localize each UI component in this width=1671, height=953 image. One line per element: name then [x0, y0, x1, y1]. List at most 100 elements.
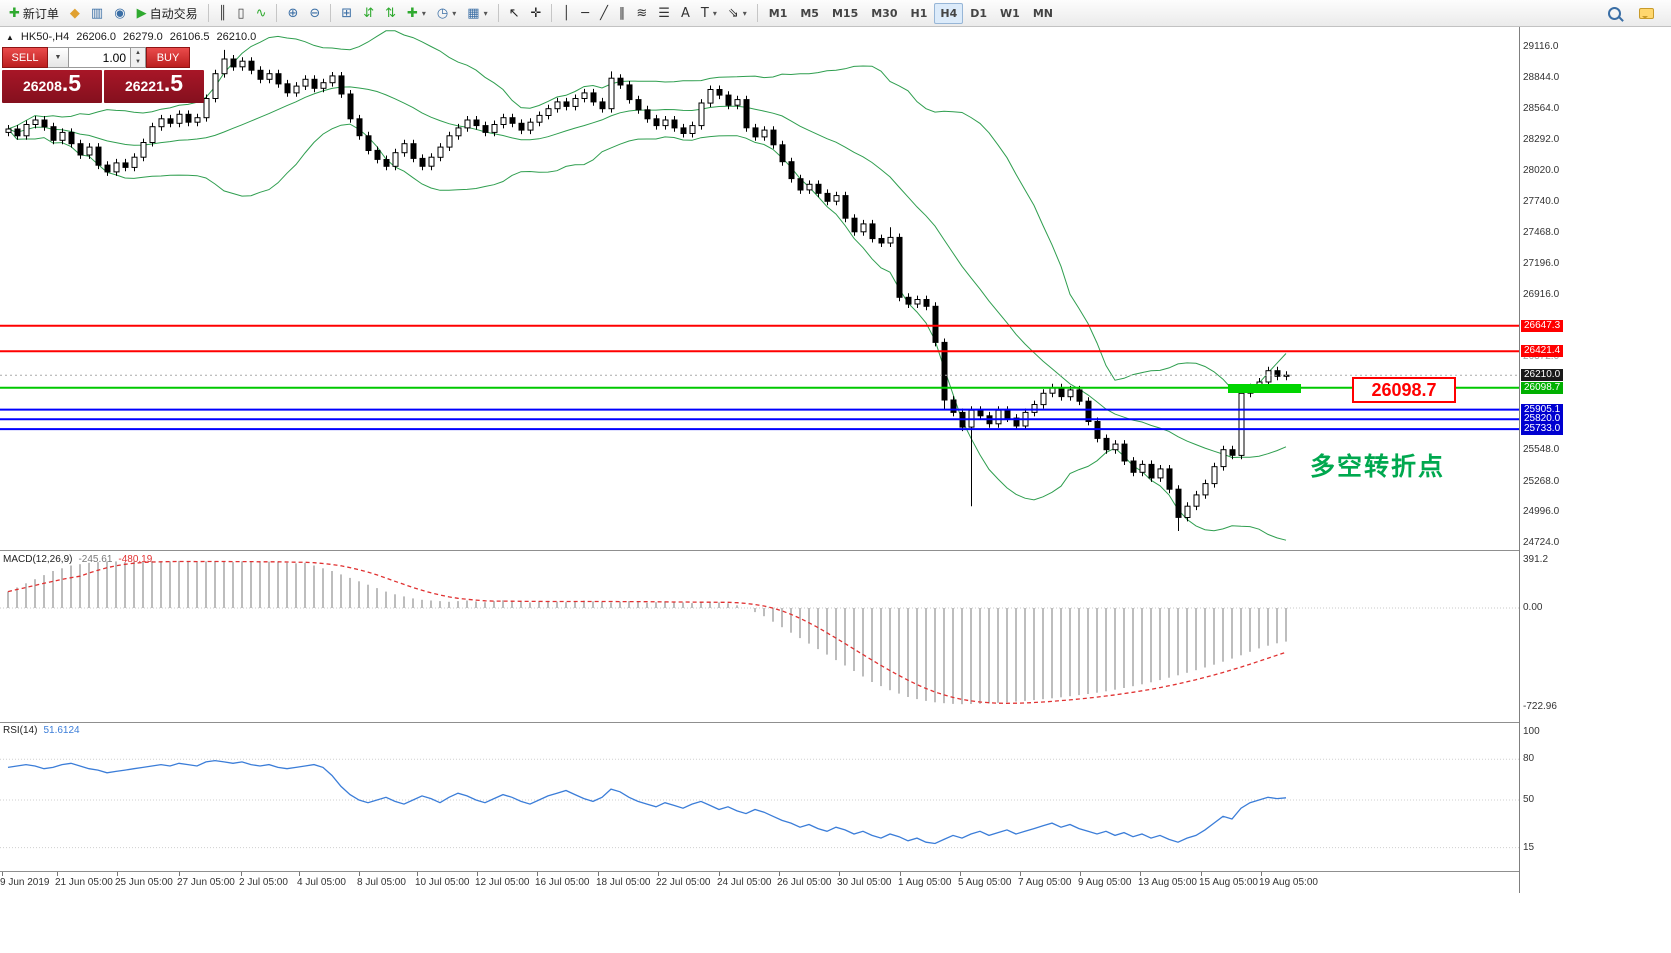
zoom-out-button[interactable]: ⊖ — [304, 3, 325, 24]
tf-h4-button[interactable]: H4 — [934, 2, 964, 24]
toolbar: ✚ 新订单 ◆ ▥ ◉ ▶ 自动交易 ║ ▯ ∿ ⊕ ⊖ ⊞ ⇵ ⇅ ✚ ▾ ◷ ▾ ▦ ▾ ↖ ✛ │ ─ ╱ ∥ ≋ ☰ A T ▾ ⇘ ▾ M… — [0, 0, 1671, 27]
chevron-down-icon: ▾ — [421, 8, 426, 18]
volume-up-button[interactable]: ▲ — [131, 48, 145, 58]
search-button[interactable] — [1603, 3, 1626, 24]
tf-m30-button[interactable]: M30 — [865, 3, 903, 24]
time-axis-label: 24 Jul 05:00 — [717, 877, 772, 888]
toolbar-group-cursor: ↖ ✛ — [504, 3, 547, 24]
time-tick — [299, 872, 300, 876]
market-depth-button[interactable]: ▥ — [86, 3, 108, 24]
buy-price-frac: .5 — [163, 70, 184, 96]
time-axis-label: 21 Jun 05:00 — [55, 877, 113, 888]
price-chart-canvas[interactable] — [0, 0, 1519, 953]
volume-input[interactable] — [69, 47, 131, 68]
text-label-button[interactable]: T ▾ — [696, 3, 722, 24]
indicators-button[interactable]: ✚ ▾ — [402, 3, 431, 24]
history-button[interactable]: ◆ — [65, 3, 85, 24]
buy-button[interactable]: BUY — [146, 47, 190, 68]
axis-label: 15 — [1523, 842, 1535, 853]
time-axis-label: 19 Aug 05:00 — [1259, 877, 1318, 888]
horizontal-line-button[interactable]: ─ — [576, 3, 594, 24]
templates-button[interactable]: ▦ ▾ — [462, 3, 492, 24]
sell-button[interactable]: SELL — [2, 47, 48, 68]
tf-w1-button[interactable]: W1 — [994, 3, 1026, 24]
toolbar-separator — [497, 4, 499, 22]
ohlc-close: 26210.0 — [216, 31, 257, 43]
toolbar-group-timeframes: M1 M5 M15 M30 H1 H4 D1 W1 MN — [763, 2, 1059, 24]
time-axis-label: 9 Aug 05:00 — [1078, 877, 1132, 888]
buy-price-display[interactable]: 26221.5 — [104, 70, 204, 103]
time-axis-label: 26 Jul 05:00 — [777, 877, 832, 888]
tile-windows-button[interactable]: ⊞ — [336, 3, 357, 24]
channel-button[interactable]: ∥ — [614, 3, 631, 24]
community-button[interactable]: ◉ — [109, 3, 130, 24]
time-tick — [719, 872, 720, 876]
time-tick — [2, 872, 3, 876]
toolbar-group-trade: ✚ 新订单 ◆ ▥ ◉ ▶ 自动交易 — [4, 3, 203, 24]
time-axis-label: 22 Jul 05:00 — [656, 877, 711, 888]
chevron-down-icon: ▾ — [742, 8, 747, 18]
time-axis-label: 10 Jul 05:00 — [415, 877, 470, 888]
axis-label: 25268.0 — [1523, 476, 1560, 487]
bollinger-middle-line — [7, 86, 1287, 459]
highlight-segment[interactable] — [1228, 384, 1301, 393]
tf-mn-button[interactable]: MN — [1027, 3, 1059, 24]
axis-label: -722.96 — [1523, 701, 1557, 712]
time-tick — [1080, 872, 1081, 876]
periods-icon: ◷ — [436, 5, 449, 21]
axis-label: 28292.0 — [1523, 134, 1560, 145]
sell-price-display[interactable]: 26208.5 — [2, 70, 102, 103]
time-tick — [537, 872, 538, 876]
autotrading-icon: ▶ — [136, 5, 147, 21]
tf-h1-button[interactable]: H1 — [905, 3, 934, 24]
axis-label: 391.2 — [1523, 554, 1549, 565]
toolbar-group-zoom: ⊕ ⊖ — [282, 3, 325, 24]
rsi-name: RSI(14) — [3, 725, 38, 736]
tf-d1-button[interactable]: D1 — [964, 3, 993, 24]
time-axis[interactable]: 9 Jun 2019 21 Jun 05:00 25 Jun 05:00 27 Jun… — [0, 872, 1519, 893]
turning-point-annotation[interactable]: 多空转折点 — [1310, 452, 1446, 481]
time-tick — [57, 872, 58, 876]
crosshair-button[interactable]: ✛ — [526, 3, 547, 24]
price-axis[interactable]: 29116.0 28844.0 28564.0 28292.0 28020.0 27740… — [1519, 27, 1671, 893]
arrows-button[interactable]: ⇘ ▾ — [723, 3, 752, 24]
line-chart-button[interactable]: ∿ — [251, 3, 272, 24]
time-tick — [779, 872, 780, 876]
time-axis-label: 5 Aug 05:00 — [958, 877, 1012, 888]
bar-chart-button[interactable]: ║ — [214, 3, 232, 24]
chat-button[interactable] — [1634, 3, 1659, 24]
zoom-in-button[interactable]: ⊕ — [282, 3, 303, 24]
time-tick — [839, 872, 840, 876]
shapes-button[interactable]: ☰ — [653, 3, 675, 24]
tf-m5-button-label: M5 — [800, 6, 819, 20]
scroll-to-end-button[interactable]: ⇵ — [358, 3, 379, 24]
tf-m5-button[interactable]: M5 — [794, 3, 825, 24]
trendline-button[interactable]: ╱ — [595, 3, 613, 24]
tf-m1-button-label: M1 — [768, 6, 788, 20]
ohlc-low: 26106.5 — [169, 31, 210, 43]
axis-label: 28844.0 — [1523, 72, 1560, 83]
order-type-dropdown[interactable]: ▼ — [48, 47, 69, 68]
chat-icon — [1639, 7, 1654, 19]
price-tag-annotation[interactable]: 26098.7 — [1352, 377, 1456, 403]
text-button[interactable]: A — [676, 3, 695, 24]
tf-h4-button-label: H4 — [940, 6, 958, 20]
volume-down-button[interactable]: ▼ — [131, 57, 145, 67]
vertical-line-button[interactable]: │ — [557, 3, 575, 24]
fibonacci-button[interactable]: ≋ — [631, 3, 652, 24]
sell-price-main: 26208 — [22, 78, 62, 94]
tf-m1-button[interactable]: M1 — [763, 3, 794, 24]
new-order-button[interactable]: ✚ 新订单 — [4, 3, 64, 24]
zoom-out-icon: ⊖ — [309, 5, 321, 21]
axis-label: 26916.0 — [1523, 289, 1560, 300]
autotrading-button[interactable]: ▶ 自动交易 — [132, 3, 203, 24]
panel-separator — [0, 871, 1671, 872]
cursor-button[interactable]: ↖ — [504, 3, 525, 24]
tf-m15-button[interactable]: M15 — [826, 3, 864, 24]
symbol-header: ▲ HK50-,H4 26206.0 26279.0 26106.5 26210… — [6, 31, 256, 43]
time-axis-label: 1 Aug 05:00 — [898, 877, 952, 888]
candlestick-button[interactable]: ▯ — [232, 3, 249, 24]
periods-button[interactable]: ◷ ▾ — [432, 3, 461, 24]
time-tick — [179, 872, 180, 876]
chart-shift-button[interactable]: ⇅ — [380, 3, 401, 24]
